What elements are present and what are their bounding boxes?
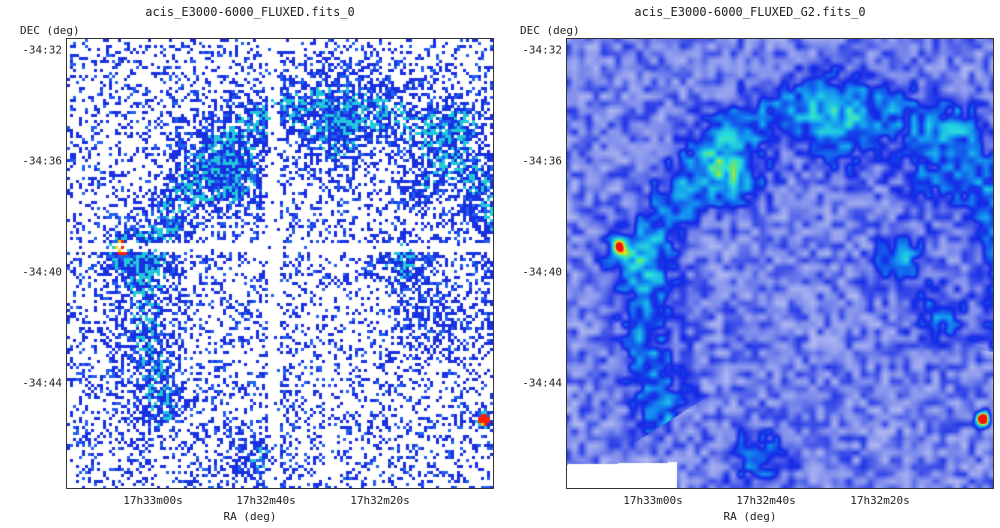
- dec-tick-label: -34:32: [22, 43, 62, 57]
- ra-tick-label: 17h32m20s: [350, 494, 410, 507]
- ra-axis-label: RA (deg): [223, 510, 277, 523]
- dec-axis-label: DEC (deg): [20, 24, 80, 37]
- ra-tick-label: 17h32m40s: [236, 494, 296, 507]
- dec-tick-label: -34:40: [22, 265, 62, 279]
- dec-axis-label: DEC (deg): [520, 24, 580, 37]
- image-panel-smoothed: acis_E3000-6000_FLUXED_G2.fits_0 DEC (de…: [500, 0, 1000, 528]
- dec-tick-label: -34:36: [522, 154, 562, 168]
- fits-image-raw[interactable]: [66, 38, 494, 489]
- panel-title: acis_E3000-6000_FLUXED_G2.fits_0: [634, 5, 866, 19]
- ra-tick-label: 17h32m20s: [850, 494, 910, 507]
- smoothed-image-canvas[interactable]: [567, 39, 993, 488]
- raw-image-canvas[interactable]: [67, 39, 493, 488]
- ra-axis-label: RA (deg): [723, 510, 777, 523]
- dec-tick-label: -34:44: [22, 376, 62, 390]
- fits-image-smoothed[interactable]: [566, 38, 994, 489]
- ra-tick-label: 17h33m00s: [123, 494, 183, 507]
- dec-tick-label: -34:44: [522, 376, 562, 390]
- dec-tick-label: -34:32: [522, 43, 562, 57]
- dec-tick-label: -34:40: [522, 265, 562, 279]
- dec-tick-label: -34:36: [22, 154, 62, 168]
- ra-tick-label: 17h33m00s: [623, 494, 683, 507]
- image-panel-raw: acis_E3000-6000_FLUXED.fits_0 DEC (deg) …: [20, 5, 494, 523]
- ra-tick-label: 17h32m40s: [736, 494, 796, 507]
- panel-title: acis_E3000-6000_FLUXED.fits_0: [145, 5, 355, 19]
